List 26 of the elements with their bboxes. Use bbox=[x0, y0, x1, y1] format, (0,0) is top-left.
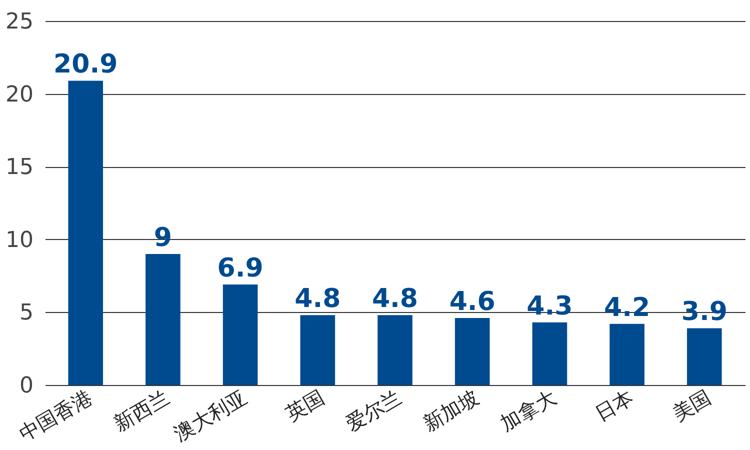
y-tick-label: 15 bbox=[6, 155, 34, 180]
bar bbox=[68, 80, 104, 385]
x-tick-label: 美国 bbox=[668, 384, 715, 426]
bar bbox=[610, 324, 644, 385]
bar bbox=[532, 322, 568, 385]
y-tick-label: 20 bbox=[6, 82, 34, 108]
y-tick-label: 0 bbox=[20, 374, 34, 398]
y-tick-label: 5 bbox=[20, 300, 34, 326]
bar bbox=[454, 318, 490, 385]
x-tick-label: 英国 bbox=[282, 384, 328, 426]
data-label: 6.9 bbox=[217, 254, 264, 284]
y-tick-label: 25 bbox=[6, 10, 34, 34]
bar bbox=[222, 284, 258, 385]
x-tick-label: 新加坡 bbox=[418, 384, 483, 436]
data-label: 4.8 bbox=[372, 284, 418, 314]
bar bbox=[146, 254, 180, 385]
y-tick-label: 10 bbox=[6, 228, 34, 253]
x-tick-label: 日本 bbox=[590, 384, 638, 426]
x-tick-label: 加拿大 bbox=[496, 384, 560, 436]
data-label: 20.9 bbox=[54, 50, 118, 80]
x-tick-label: 爱尔兰 bbox=[342, 384, 406, 436]
data-label: 4.6 bbox=[449, 287, 496, 318]
bar bbox=[300, 315, 336, 385]
data-label: 4.8 bbox=[294, 284, 341, 314]
bar bbox=[686, 328, 722, 385]
bar bbox=[378, 315, 412, 385]
